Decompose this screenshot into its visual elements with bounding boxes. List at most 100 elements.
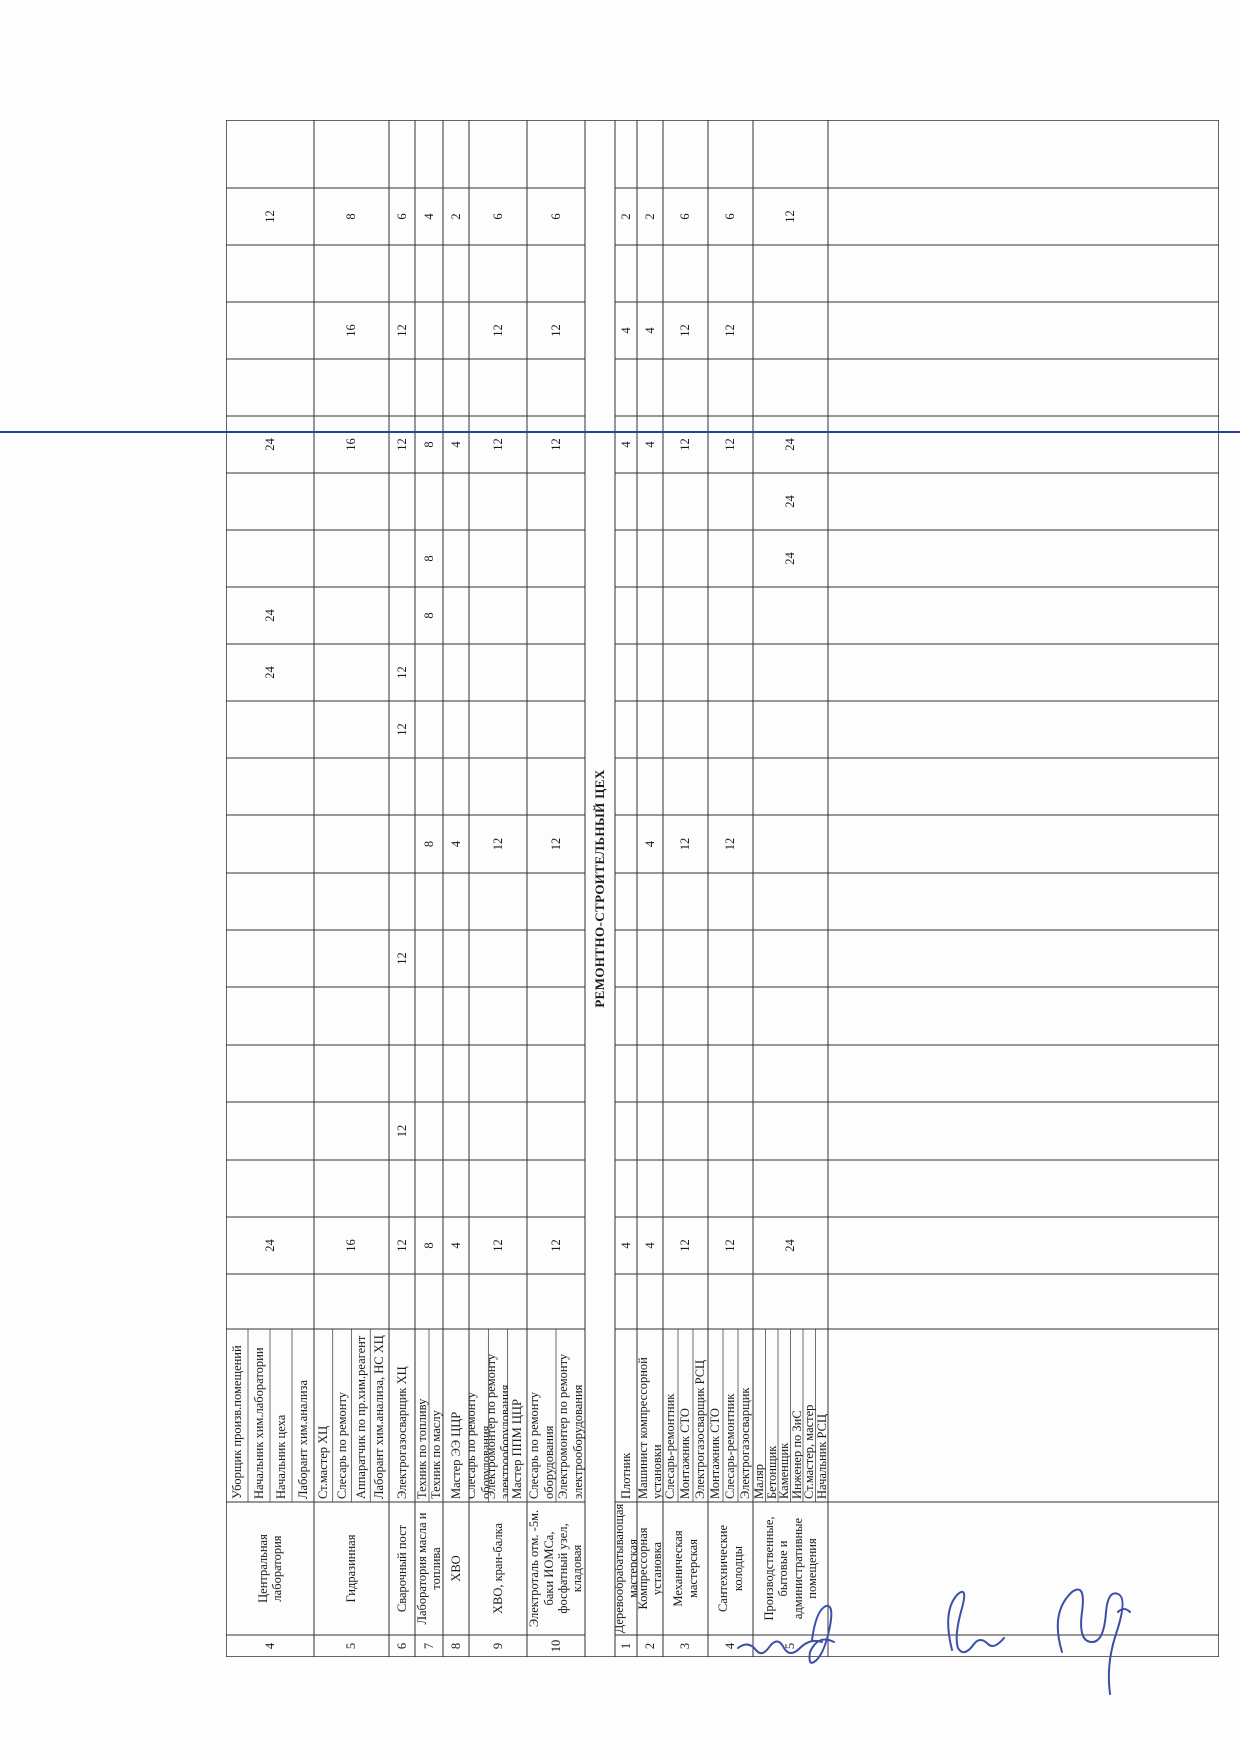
row-value <box>389 587 415 644</box>
row-value <box>663 701 708 758</box>
row-value <box>314 473 389 530</box>
row-value <box>708 530 753 587</box>
row-value <box>469 1102 527 1160</box>
row-value <box>443 930 469 987</box>
row-value <box>443 701 469 758</box>
row-place: ХВО, кран-балка <box>490 1522 505 1615</box>
row-staff: Электромонтер по ремонту электрооборудов… <box>556 1353 585 1499</box>
row-value: 12 <box>723 324 738 337</box>
row-value: 4 <box>448 840 463 848</box>
row-value <box>708 359 753 416</box>
row-value <box>708 930 753 987</box>
row-place: Сварочный пост <box>394 1524 409 1613</box>
allocation-table: РЕМОНТНО-СТРОИТЕЛЬНЫЙ ЦЕХ 4 Центральная ла… <box>226 120 1219 1657</box>
row-value: 8 <box>421 441 436 448</box>
row-value: 12 <box>678 438 693 451</box>
section-title: РЕМОНТНО-СТРОИТЕЛЬНЫЙ ЦЕХ <box>591 769 607 1008</box>
row-place: Сантехнические колодцы <box>716 1524 745 1613</box>
row-value <box>469 987 527 1045</box>
row-value: 4 <box>642 327 657 334</box>
row-number: 9 <box>490 1642 505 1650</box>
row-value: 24 <box>262 666 277 679</box>
row-value <box>663 530 708 587</box>
row-value <box>389 245 415 302</box>
row-value <box>443 873 469 930</box>
row-value <box>708 1102 753 1160</box>
row-value <box>389 359 415 416</box>
row-value <box>637 987 663 1045</box>
row-value: 8 <box>344 213 359 220</box>
row-value <box>527 530 585 587</box>
row-value <box>443 987 469 1045</box>
row-value <box>753 1102 828 1160</box>
row-value <box>663 473 708 530</box>
row-value: 24 <box>262 1239 277 1252</box>
row-value: 12 <box>548 324 563 337</box>
row-value <box>389 473 415 530</box>
row-value <box>389 815 415 873</box>
row-value <box>708 473 753 530</box>
row-staff: Ст.мастер, мастер <box>803 1404 816 1499</box>
row-value <box>415 473 443 530</box>
row-staff: Электрогазосварщик ХЦ <box>394 1366 409 1499</box>
row-value <box>663 587 708 644</box>
row-staff: Лаборант хим.анализа <box>295 1380 310 1499</box>
row-staff: Слесарь по ремонту <box>334 1391 349 1499</box>
row-value: 6 <box>394 213 409 220</box>
row-value: 8 <box>421 1242 436 1249</box>
row-value <box>415 302 443 359</box>
row-value <box>443 530 469 587</box>
row-value <box>663 245 708 302</box>
row-value <box>443 245 469 302</box>
row-number: 1 <box>618 1642 633 1650</box>
row-value: 12 <box>394 952 409 965</box>
row-value <box>415 1102 443 1160</box>
row-value <box>314 245 389 302</box>
row-value: 12 <box>723 438 738 451</box>
row-value <box>226 473 314 530</box>
row-value <box>415 359 443 416</box>
row-value <box>469 873 527 930</box>
row-value <box>753 245 828 302</box>
row-number: 5 <box>344 1642 359 1650</box>
row-value <box>469 930 527 987</box>
row-number: 4 <box>723 1642 738 1650</box>
row-value <box>415 930 443 987</box>
row-value: 6 <box>548 213 563 220</box>
row-value <box>389 987 415 1045</box>
row-value: 4 <box>642 441 657 448</box>
row-value <box>663 930 708 987</box>
row-staff: Начальник РСЦ <box>815 1413 829 1499</box>
row-value: 24 <box>262 438 277 451</box>
row-staff: Монтажник СТО <box>708 1408 723 1499</box>
row-value <box>753 644 828 701</box>
row-value: 12 <box>490 837 505 851</box>
row-value <box>469 644 527 701</box>
row-value <box>708 873 753 930</box>
row-staff: Слесарь-ремонтник <box>723 1393 738 1499</box>
row-value <box>527 644 585 701</box>
row-value <box>469 530 527 587</box>
row-value <box>637 1102 663 1160</box>
row-value: 8 <box>421 555 436 562</box>
row-staff: Электрогазосварщик <box>738 1387 753 1499</box>
row-value <box>753 873 828 930</box>
row-value: 12 <box>394 324 409 337</box>
row-value <box>527 987 585 1045</box>
row-value: 12 <box>548 1239 563 1252</box>
row-value <box>314 987 389 1045</box>
row-value <box>389 873 415 930</box>
row-value <box>226 530 314 587</box>
row-value <box>226 873 314 930</box>
row-staff: Электрогазосварщик РСЦ <box>693 1359 708 1499</box>
row-staff: Инженер по ЗиС <box>790 1410 804 1499</box>
row-value <box>314 930 389 987</box>
row-value: 12 <box>394 723 409 736</box>
row-value: 2 <box>618 213 633 220</box>
row-value <box>527 701 585 758</box>
row-value <box>637 530 663 587</box>
row-value <box>663 987 708 1045</box>
row-value: 4 <box>618 441 633 448</box>
row-place: Лаборатория масла и топлива <box>415 1512 443 1625</box>
row-value <box>415 987 443 1045</box>
